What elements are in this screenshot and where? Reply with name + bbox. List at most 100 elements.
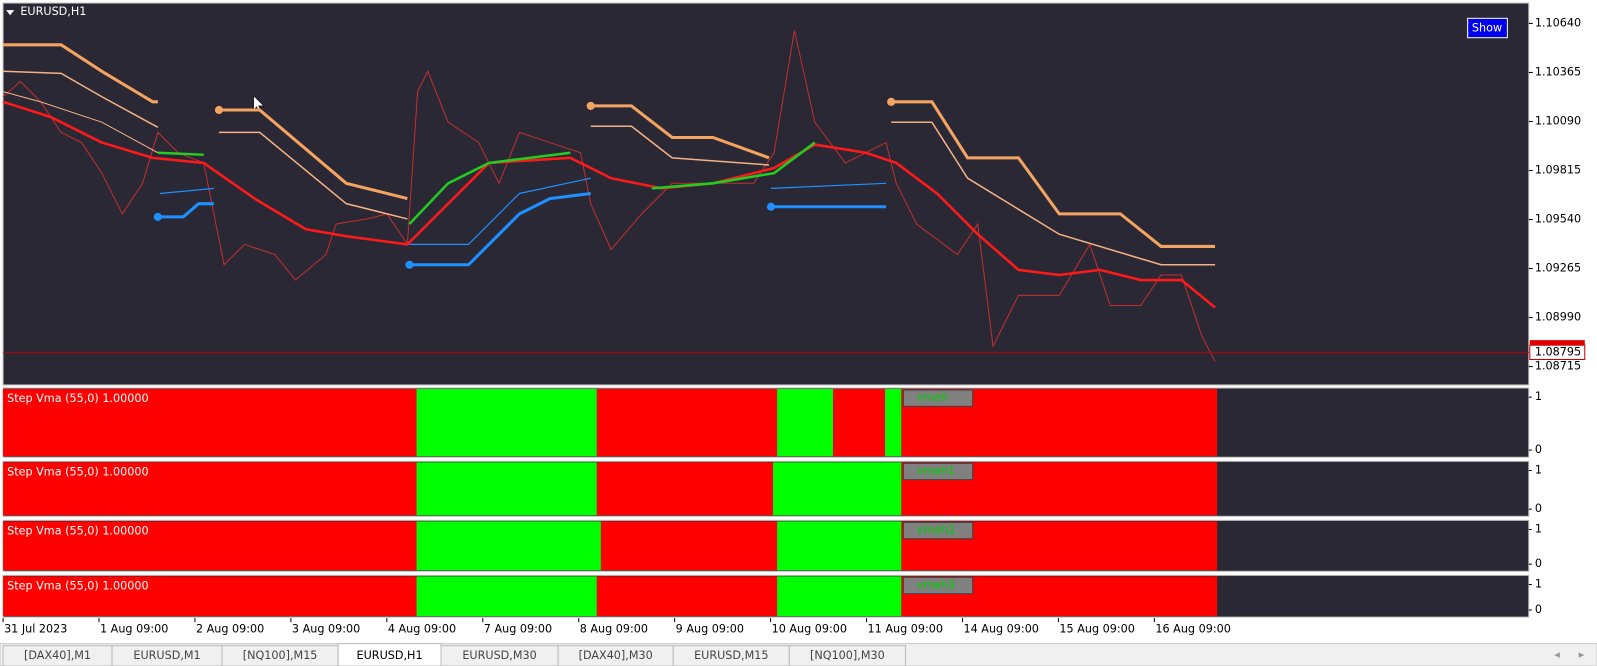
x-tick-label: 7 Aug 09:00 [484,622,552,635]
indicator-label: Step Vma (55,0) 1.00000 [7,392,148,405]
indicator-label: Step Vma (55,0) 1.00000 [7,525,148,538]
y-tick-label: 1.08990 [1535,311,1581,324]
x-tick-label: 15 Aug 09:00 [1059,622,1134,635]
tab-label[interactable]: [DAX40],M1 [24,649,91,662]
state-block [416,521,601,571]
tab-label[interactable]: [NQ100],M30 [810,649,885,662]
tag-box [902,576,974,595]
tab-scroll-left[interactable]: ◂ [1554,648,1560,661]
current-price-bar [1529,340,1585,346]
tag-box [902,521,974,540]
tag-label: vmah2 [917,524,956,537]
ma-up [408,151,571,225]
tab-label[interactable]: [DAX40],M30 [579,649,653,662]
price-path [2,30,1216,362]
state-block [3,576,417,617]
time-axis [0,619,1597,644]
band-dot [214,105,224,115]
state-block [596,576,778,617]
x-tick-label: 8 Aug 09:00 [580,622,648,635]
menu-arrow [6,10,15,16]
band-upper [3,43,158,104]
state-block [773,462,902,516]
y-tick-label: 1.09815 [1535,164,1581,177]
state-block [3,462,417,516]
tab-label[interactable]: EURUSD,M15 [694,649,768,662]
x-tick-label: 11 Aug 09:00 [868,622,943,635]
y-tick-label: 0 [1535,443,1542,456]
state-block [600,521,778,571]
state-block [596,389,778,457]
x-tick-label: 2 Aug 09:00 [196,622,264,635]
state-block [777,576,902,617]
state-block [416,462,597,516]
x-tick-label: 31 Jul 2023 [4,622,67,635]
band-lower-thin [770,182,887,190]
y-tick-label: 1.09265 [1535,262,1581,275]
state-block [3,389,417,457]
y-tick-label: 0 [1535,502,1542,515]
band-mid [3,70,159,128]
band-dot [887,97,896,106]
band-mid [891,121,1216,266]
symbol: EURUSD,H1 [20,5,86,18]
current-price-label: 1.08795 [1535,345,1581,358]
y-tick-label: 1 [1535,463,1542,476]
band-dot [405,260,414,269]
x-tick-label: 14 Aug 09:00 [963,622,1038,635]
tag-box [902,462,974,481]
main-chart [2,2,1530,386]
band-upper [891,100,1216,248]
y-tick-label: 1.08715 [1535,360,1581,373]
x-tick-label: 1 Aug 09:00 [100,622,168,635]
y-tick-label: 0 [1535,603,1542,616]
y-tick-label: 0 [1535,557,1542,570]
x-tick-label: 10 Aug 09:00 [772,622,847,635]
state-block [416,389,597,457]
band-dot [586,101,595,110]
state-block [885,389,902,457]
indicator-label: Step Vma (55,0) 1.00000 [7,580,148,593]
tab-label[interactable]: [NQ100],M15 [243,649,318,662]
y-tick-label: 1 [1535,523,1542,536]
ma-up [651,141,816,190]
band-lower-thin [159,187,214,195]
show-button-label[interactable]: Show [1472,22,1502,35]
state-block [777,389,834,457]
tab-label[interactable]: EURUSD,M30 [462,649,536,662]
y-tick-label: 1.10090 [1535,114,1581,127]
band-thin [2,91,159,154]
y-tick-label: 1 [1535,578,1542,591]
x-tick-label: 16 Aug 09:00 [1155,622,1230,635]
y-tick-label: 1.10640 [1535,16,1581,29]
band-lower [157,202,214,219]
y-tick-label: 1 [1535,390,1542,403]
x-tick-label: 3 Aug 09:00 [292,622,360,635]
state-block [777,521,902,571]
ma-up [157,151,204,157]
band-upper [590,104,770,160]
tab-scroll-right[interactable]: ▸ [1579,648,1585,661]
x-tick-label: 4 Aug 09:00 [388,622,456,635]
band-dot [153,212,162,221]
tab-label[interactable]: EURUSD,M1 [133,649,200,662]
state-block [833,389,886,457]
x-tick-label: 9 Aug 09:00 [676,622,744,635]
band-lower-thin [409,177,591,246]
y-tick-label: 1.09540 [1535,213,1581,226]
indicator-label: Step Vma (55,0) 1.00000 [7,466,148,479]
show-button[interactable] [1467,17,1508,39]
band-dot [766,202,776,211]
y-tick-label: 1.10365 [1535,65,1581,78]
state-block [596,462,774,516]
tag-label: vmah [917,391,948,404]
tag-box [902,389,974,407]
tag-label: vmah3 [917,579,956,592]
tab-label[interactable]: EURUSD,H1 [357,649,423,662]
band-mid [218,131,408,220]
band-mid [590,125,770,166]
state-block [416,576,597,617]
band-lower [409,191,591,267]
